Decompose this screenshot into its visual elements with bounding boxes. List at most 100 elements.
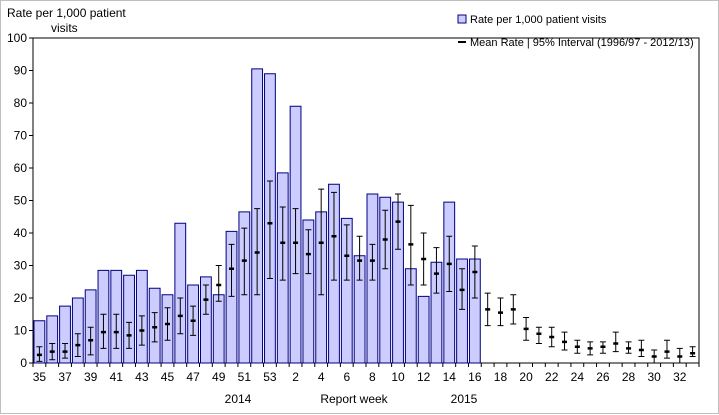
interval-week-24	[574, 339, 581, 354]
interval-week-49	[215, 265, 222, 302]
bar-week-36	[46, 315, 59, 364]
y-tick-label: 0	[20, 356, 27, 370]
y-tick-label: 100	[7, 31, 27, 45]
bar-week-12	[417, 295, 430, 364]
y-tick-label: 70	[14, 129, 28, 143]
x-tick-label: 24	[571, 370, 585, 384]
interval-week-39	[87, 326, 94, 356]
interval-week-14	[446, 235, 453, 292]
x-tick-label: 45	[161, 370, 175, 384]
interval-series	[36, 180, 696, 364]
year-label-2015: 2015	[451, 392, 478, 406]
y-tick-label: 80	[14, 96, 28, 110]
interval-week-40	[100, 313, 107, 349]
x-tick-label: 2	[292, 370, 299, 384]
interval-week-22	[548, 326, 555, 348]
x-tick-label: 26	[596, 370, 610, 384]
x-tick-label: 20	[519, 370, 533, 384]
interval-week-16	[471, 245, 478, 299]
interval-week-51	[241, 227, 248, 296]
x-tick-label: 18	[494, 370, 508, 384]
x-tick-label: 53	[263, 370, 277, 384]
x-tick-label: 49	[212, 370, 226, 384]
interval-week-31	[663, 339, 670, 359]
year-label-2014: 2014	[225, 392, 252, 406]
y-axis-label-line2: visits	[51, 21, 78, 35]
interval-week-4	[318, 188, 325, 296]
interval-week-9	[382, 209, 389, 270]
x-tick-label: 10	[391, 370, 405, 384]
legend-bar-label: Rate per 1,000 patient visits	[470, 14, 607, 26]
bar-week-48	[200, 276, 212, 364]
interval-week-11	[407, 204, 414, 286]
interval-week-18	[497, 297, 504, 327]
x-axis: 35 37 39 41 43 45 47 49 51 53 2 4 6 8 10 12 14 16 18 20 22 24…	[32, 363, 700, 384]
bar-week-38	[71, 297, 84, 364]
x-tick-label: 30	[647, 370, 661, 384]
interval-week-17	[484, 292, 491, 327]
x-tick-label: 51	[238, 370, 252, 384]
bar-week-3	[302, 219, 315, 364]
interval-week-6	[343, 224, 350, 281]
interval-week-10	[395, 193, 402, 250]
y-tick-label: 50	[14, 194, 28, 208]
x-tick-label: 39	[84, 370, 98, 384]
x-tick-label: 22	[545, 370, 559, 384]
x-tick-label: 16	[468, 370, 482, 384]
bar-week-15	[456, 258, 468, 364]
interval-week-43	[138, 315, 145, 346]
interval-week-30	[651, 349, 658, 364]
bar-week-46	[174, 222, 187, 364]
interval-week-50	[228, 243, 235, 297]
interval-week-26	[599, 341, 606, 354]
x-tick-label: 32	[673, 370, 687, 384]
interval-week-45	[164, 307, 171, 341]
interval-week-53	[266, 180, 273, 279]
interval-week-7	[356, 235, 363, 281]
y-tick-label: 30	[14, 259, 28, 273]
interval-week-36	[49, 343, 56, 361]
x-axis-label: Report week	[320, 392, 388, 406]
y-axis-label-line1: Rate per 1,000 patient	[7, 6, 126, 20]
interval-week-12	[420, 232, 427, 286]
interval-week-13	[433, 247, 440, 294]
bar-week-39	[84, 289, 97, 364]
interval-week-19	[510, 294, 517, 325]
x-tick-label: 12	[417, 370, 431, 384]
bar-week-6	[340, 217, 353, 364]
interval-week-29	[638, 339, 645, 357]
y-axis: 0 10 20 30 40 50 60 70 80 90 100	[7, 31, 33, 370]
x-tick-label: 43	[135, 370, 149, 384]
legend-bar-swatch	[457, 14, 467, 24]
interval-week-38	[74, 333, 81, 357]
bar-week-50	[225, 230, 238, 364]
x-tick-label: 8	[369, 370, 376, 384]
legend: Rate per 1,000 patient visits Mean Rate …	[457, 14, 694, 49]
x-tick-label: 35	[33, 370, 47, 384]
interval-week-5	[330, 191, 337, 281]
y-tick-label: 60	[14, 161, 28, 175]
interval-week-1	[279, 206, 286, 281]
interval-week-8	[369, 243, 376, 281]
interval-week-28	[625, 341, 632, 354]
interval-week-48	[202, 284, 209, 315]
interval-week-41	[113, 313, 120, 349]
x-tick-label: 47	[186, 370, 200, 384]
interval-week-42	[126, 321, 133, 349]
bar-week-37	[59, 305, 71, 364]
interval-week-21	[535, 326, 542, 344]
x-tick-label: 6	[343, 370, 350, 384]
interval-week-27	[612, 331, 619, 353]
interval-week-44	[151, 312, 158, 343]
interval-week-3	[305, 229, 312, 275]
interval-week-35	[36, 346, 43, 362]
interval-week-2	[292, 208, 299, 275]
interval-week-20	[523, 317, 530, 341]
y-tick-label: 40	[14, 226, 28, 240]
x-tick-label: 28	[622, 370, 636, 384]
interval-week-46	[177, 297, 184, 335]
bar-week-35	[33, 320, 46, 364]
y-tick-label: 20	[14, 291, 28, 305]
